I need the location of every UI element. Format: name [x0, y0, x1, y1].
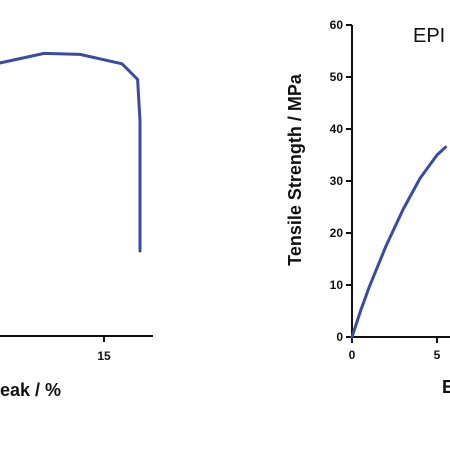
right-y-axis-label: Tensile Strength / MPa [285, 73, 305, 266]
right-x-axis-label: E [442, 377, 450, 397]
left-series-line [0, 51, 142, 253]
right-y-tick-label-30: 30 [330, 174, 344, 188]
right-y-tick-label-60: 60 [330, 18, 344, 32]
left-x-tick-label-15: 15 [97, 349, 111, 363]
right-y-tick-label-10: 10 [330, 278, 344, 292]
right-x-tick-label-5: 5 [434, 348, 441, 362]
left-panel: 15 eak / % [0, 51, 153, 400]
right-x-tick-label-0: 0 [349, 348, 356, 362]
right-series-line [350, 145, 447, 339]
right-y-tick-label-0: 0 [336, 330, 343, 344]
right-y-tick-label-50: 50 [330, 70, 344, 84]
right-y-tick-label-20: 20 [330, 226, 344, 240]
right-annotation: EPI [413, 25, 445, 47]
right-y-tick-label-40: 40 [330, 122, 344, 136]
left-x-axis-label: eak / % [0, 380, 61, 400]
